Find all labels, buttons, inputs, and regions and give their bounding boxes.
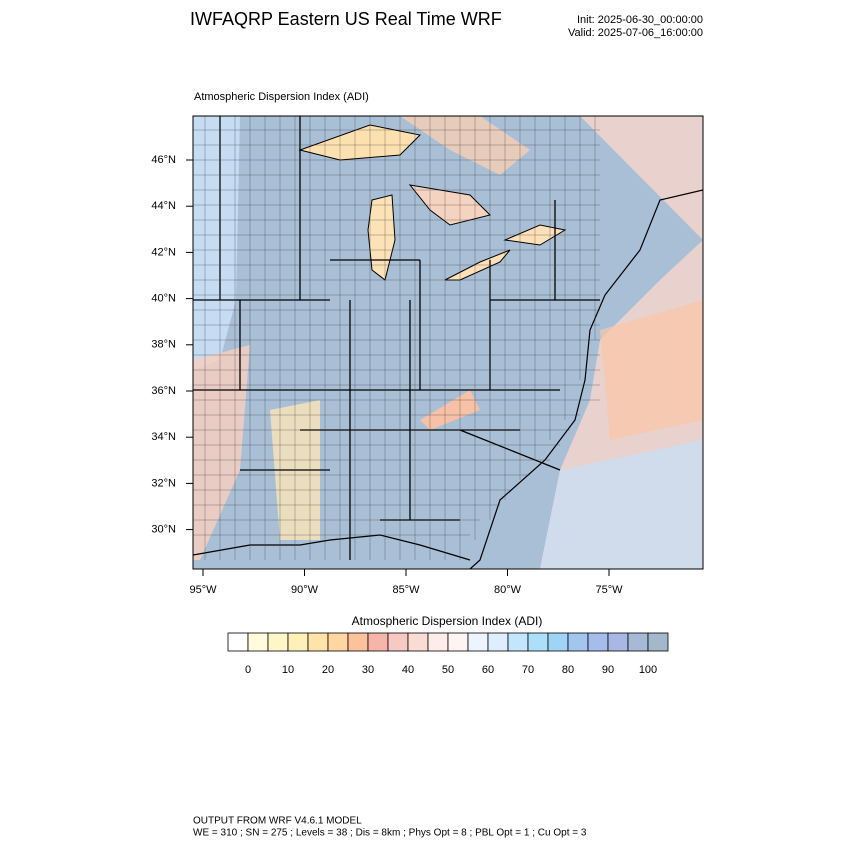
ocean-field: [600, 300, 703, 440]
lat-label: 30°N: [151, 524, 176, 536]
lat-label: 46°N: [151, 154, 176, 166]
title: IWFAQRP Eastern US Real Time WRF: [190, 9, 502, 29]
colorbar-box: [447, 632, 469, 652]
map: [193, 116, 703, 569]
lat-label: 42°N: [151, 246, 176, 258]
land-field: [193, 345, 250, 560]
county-grid: [193, 116, 600, 560]
map-frame: [192, 115, 704, 570]
colorbar-box: [607, 632, 629, 652]
lat-label: 34°N: [151, 431, 176, 443]
colorbar-box: [487, 632, 509, 652]
colorbar-box: [347, 632, 369, 652]
colorbar-tick-label: 70: [522, 664, 534, 676]
colorbar-tick-label: 80: [562, 664, 574, 676]
init-time: Init: 2025-06-30_00:00:00: [577, 14, 703, 26]
colorbar-box: [287, 632, 309, 652]
colorbar-tick-label: 0: [245, 664, 251, 676]
valid-time: Valid: 2025-07-06_16:00:00: [568, 27, 703, 39]
colorbar-box: [507, 632, 529, 652]
lon-label: 85°W: [392, 584, 420, 596]
colorbar-tick-label: 60: [482, 664, 494, 676]
colorbar-box: [407, 632, 429, 652]
colorbar-tick-label: 20: [322, 664, 334, 676]
colorbar-box: [567, 632, 589, 652]
land-field: [193, 116, 240, 370]
lat-label: 38°N: [151, 339, 176, 351]
colorbar-box: [387, 632, 409, 652]
lon-label: 95°W: [189, 584, 217, 596]
colorbar-box: [227, 632, 249, 652]
colorbar-tick-label: 100: [639, 664, 657, 676]
colorbar-box: [587, 632, 609, 652]
colorbar-box: [467, 632, 489, 652]
lon-label: 80°W: [494, 584, 522, 596]
lat-label: 32°N: [151, 477, 176, 489]
land-field: [400, 116, 530, 175]
footer-line: WE = 310 ; SN = 275 ; Levels = 38 ; Dis …: [193, 828, 587, 839]
colorbar-box: [427, 632, 449, 652]
colorbar-tick-label: 40: [402, 664, 414, 676]
colorbar-tick-label: 10: [282, 664, 294, 676]
colorbar-box: [367, 632, 389, 652]
lon-label: 75°W: [595, 584, 623, 596]
colorbar-box: [547, 632, 569, 652]
coastline: [469, 189, 703, 569]
colorbar-title: Atmospheric Dispersion Index (ADI): [352, 614, 543, 628]
colorbar-box: [647, 632, 669, 652]
colorbar-box: [627, 632, 649, 652]
lon-label: 90°W: [291, 584, 319, 596]
colorbar-tick-label: 30: [362, 664, 374, 676]
graticule-labels: 46°N 44°N 42°N 40°N 38°N 36°N 34°N 32°N 30°N 95°W…: [151, 154, 623, 596]
lat-label: 44°N: [151, 200, 176, 212]
colorbar-tick-label: 90: [602, 664, 614, 676]
colorbar-box: [307, 632, 329, 652]
colorbar-box: [327, 632, 349, 652]
colorbar-box: [267, 632, 289, 652]
colorbar-box: [527, 632, 549, 652]
map-subtitle: Atmospheric Dispersion Index (ADI): [194, 91, 369, 103]
footer-line: OUTPUT FROM WRF V4.6.1 MODEL: [193, 816, 362, 827]
lat-label: 40°N: [151, 293, 176, 305]
ocean-field: [540, 440, 703, 569]
colorbar-box: [247, 632, 269, 652]
colorbar-tick-label: 50: [442, 664, 454, 676]
lat-label: 36°N: [151, 385, 176, 397]
colorbar: 0 10 20 30 40 50 60 70 80 90 100: [227, 632, 669, 676]
